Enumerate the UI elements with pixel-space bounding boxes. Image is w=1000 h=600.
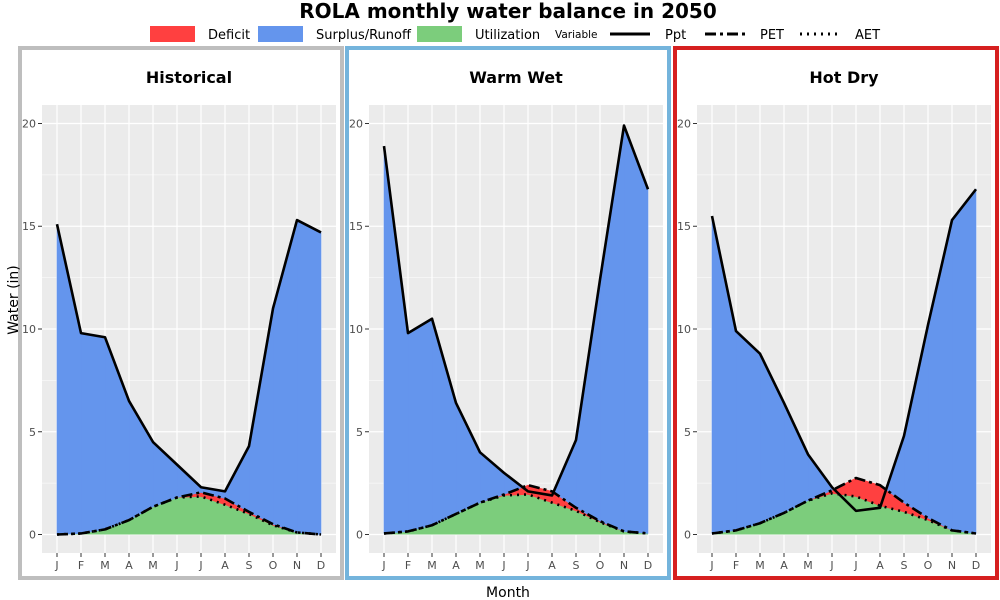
x-tick-label: M xyxy=(475,559,485,572)
panel-title: Warm Wet xyxy=(469,68,563,87)
legend-label: Utilization xyxy=(475,28,540,43)
surplus-area xyxy=(735,330,761,531)
legend-item: Surplus/Runoff xyxy=(258,26,412,43)
x-tick-label: J xyxy=(709,559,713,572)
panel-border xyxy=(18,46,344,580)
ppt-line xyxy=(55,218,322,493)
x-tick-label: F xyxy=(733,559,739,572)
surplus-area xyxy=(80,332,106,534)
y-tick-label: 10 xyxy=(349,323,363,336)
x-tick-label: J xyxy=(198,559,202,572)
pet-line xyxy=(56,491,322,536)
x-tick-label: A xyxy=(452,559,460,572)
x-tick-label: F xyxy=(78,559,84,572)
x-tick-label: M xyxy=(755,559,765,572)
x-tick-label: M xyxy=(148,559,158,572)
legend-variable-title: Variable xyxy=(555,29,598,41)
y-tick-label: 0 xyxy=(684,529,691,542)
pet-line xyxy=(711,476,977,535)
surplus-area xyxy=(951,188,977,534)
y-tick-label: 20 xyxy=(22,117,36,130)
y-tick-label: 0 xyxy=(356,529,363,542)
legend-label: Surplus/Runoff xyxy=(316,28,412,43)
legend-item: Utilization xyxy=(417,26,540,43)
x-tick-label: A xyxy=(221,559,229,572)
x-tick-label: J xyxy=(501,559,505,572)
surplus-area xyxy=(623,125,649,534)
legend-item: PET xyxy=(705,28,784,43)
x-tick-label: O xyxy=(269,559,278,572)
panel-border xyxy=(345,46,671,580)
y-tick-label: 15 xyxy=(22,220,36,233)
legend-label: Ppt xyxy=(665,28,686,43)
x-tick-label: O xyxy=(596,559,605,572)
legend-swatch xyxy=(417,26,462,42)
y-tick-label: 5 xyxy=(29,426,36,439)
x-tick-label: N xyxy=(620,559,628,572)
x-tick-label: J xyxy=(54,559,58,572)
panel-title: Historical xyxy=(146,68,232,87)
legend-swatch xyxy=(258,26,303,42)
y-tick-label: 5 xyxy=(684,426,691,439)
y-tick-label: 20 xyxy=(349,117,363,130)
x-tick-label: N xyxy=(293,559,301,572)
x-tick-label: J xyxy=(829,559,833,572)
x-tick-label: M xyxy=(100,559,110,572)
x-tick-label: A xyxy=(548,559,556,572)
facet-panel: 0 5 10 15 20 J F M A M J J A S O N D Warm Wet xyxy=(345,46,671,580)
x-tick-label: D xyxy=(972,559,980,572)
y-tick-label: 15 xyxy=(677,220,691,233)
y-tick-label: 5 xyxy=(356,426,363,439)
y-tick-label: 10 xyxy=(22,323,36,336)
facet-panel: 0 5 10 15 20 J F M A M J J A S O N D Historical xyxy=(18,46,344,580)
facet-panels: 0 5 10 15 20 J F M A M J J A S O N D Historical 0 5 10 15 20 J F… xyxy=(18,46,999,580)
utilization-area xyxy=(384,494,648,535)
legend-label: Deficit xyxy=(208,28,250,43)
y-tick-label: 0 xyxy=(29,529,36,542)
x-tick-label: J xyxy=(525,559,529,572)
x-tick-label: J xyxy=(174,559,178,572)
x-tick-label: S xyxy=(901,559,908,572)
utilization-area xyxy=(712,493,976,535)
x-tick-label: S xyxy=(573,559,580,572)
x-tick-label: S xyxy=(246,559,253,572)
surplus-area xyxy=(296,219,322,535)
utilization-area xyxy=(57,496,321,535)
legend-swatch xyxy=(150,26,195,42)
facet-panel: 0 5 10 15 20 J F M A M J J A S O N D Hot Dry xyxy=(673,46,999,580)
surplus-area xyxy=(407,318,433,532)
legend: Deficit Surplus/Runoff Utilization Variable… xyxy=(150,26,880,43)
x-tick-label: A xyxy=(876,559,884,572)
legend-label: PET xyxy=(760,28,784,43)
x-tick-label: J xyxy=(853,559,857,572)
legend-item: AET xyxy=(800,28,880,43)
pet-line xyxy=(383,483,649,535)
legend-item: Ppt xyxy=(610,28,686,43)
y-tick-label: 15 xyxy=(349,220,363,233)
x-axis-label: Month xyxy=(486,585,530,600)
x-tick-label: O xyxy=(924,559,933,572)
x-tick-label: F xyxy=(405,559,411,572)
x-tick-label: D xyxy=(644,559,652,572)
x-tick-label: D xyxy=(317,559,325,572)
x-tick-label: A xyxy=(125,559,133,572)
panel-title: Hot Dry xyxy=(809,68,879,87)
x-tick-label: N xyxy=(948,559,956,572)
x-tick-label: A xyxy=(780,559,788,572)
x-tick-label: M xyxy=(803,559,813,572)
x-tick-label: M xyxy=(427,559,437,572)
y-tick-label: 20 xyxy=(677,117,691,130)
y-tick-label: 10 xyxy=(677,323,691,336)
legend-item: Deficit xyxy=(150,26,250,43)
x-tick-label: J xyxy=(381,559,385,572)
chart-title: ROLA monthly water balance in 2050 xyxy=(299,0,717,23)
panel-border xyxy=(673,46,999,580)
y-axis-label: Water (in) xyxy=(6,265,22,335)
legend-label: AET xyxy=(855,28,880,43)
aet-line xyxy=(711,492,977,535)
ppt-line xyxy=(710,188,978,513)
aet-line xyxy=(383,493,649,535)
ppt-line xyxy=(382,124,650,497)
